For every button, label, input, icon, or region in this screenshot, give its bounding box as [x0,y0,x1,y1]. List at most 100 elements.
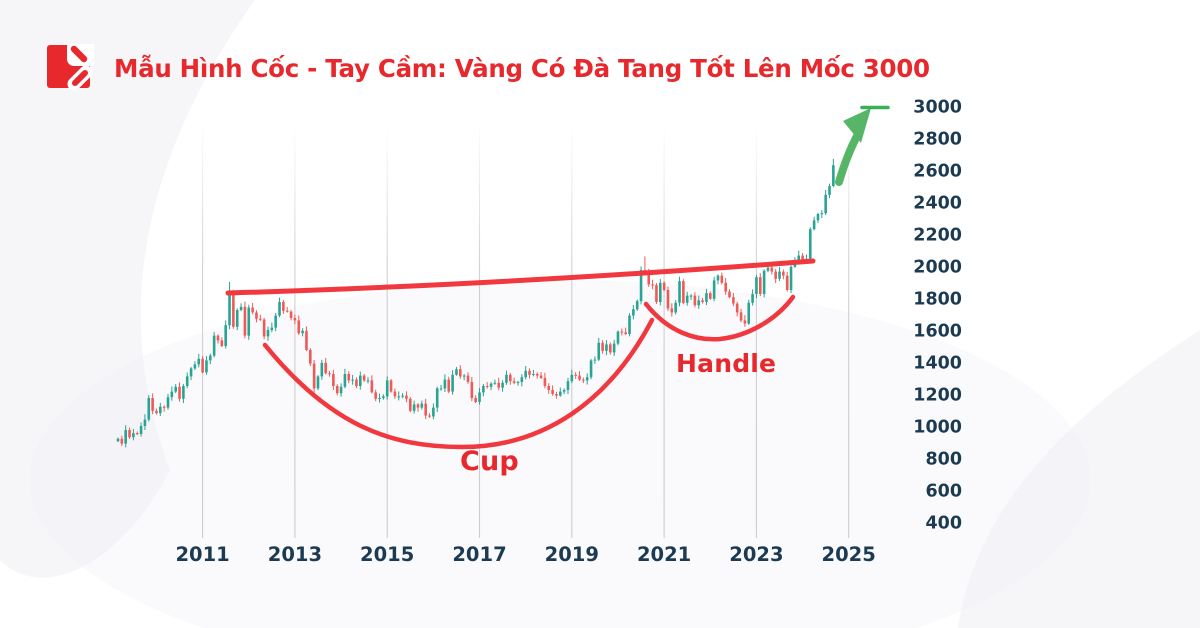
candle-body [551,390,554,394]
y-axis-label: 2800 [913,130,962,150]
candle-body [458,369,462,377]
y-axis-label: 1800 [913,290,962,310]
candle-body [266,330,270,337]
candle-body [232,294,235,327]
candle-body [185,376,189,386]
candle-body [466,375,470,382]
candle-body [358,375,362,386]
candle-body [612,343,616,353]
candle-body [666,290,670,309]
candle-body [339,386,343,394]
candle-body [770,267,774,272]
candle-body [289,311,293,318]
candle-body [597,342,601,360]
brand-logo-icon [47,44,94,91]
candle-body [543,378,547,386]
candle-body [435,388,439,408]
candle-body [335,386,339,394]
candle-body [135,433,139,435]
candle-body [558,391,562,396]
candle-body [324,362,327,374]
candle-body [578,375,581,380]
candle-body [251,307,254,313]
gridline [571,122,573,538]
candle-body [451,374,454,392]
candle-body [155,410,158,414]
candle-body [720,275,724,283]
candle-body [658,282,662,302]
candle-body [151,398,154,411]
candle-body [209,355,212,361]
candle-body [205,360,208,373]
y-axis-label: 1600 [913,322,962,342]
candle-body [370,380,374,393]
candle-body [585,377,589,381]
candle-body [508,374,512,382]
candle-body [632,309,635,316]
candle-body [816,214,820,221]
candle-body [309,350,312,364]
candle-body [116,438,120,442]
candle-body [393,391,397,397]
candle-body [282,302,285,311]
candle-body [420,403,424,408]
y-axis-label: 2200 [913,226,962,246]
candle-body [347,374,351,381]
cup-annotation-label: Cup [460,446,519,477]
candle-body [608,344,612,353]
candle-body [532,374,535,375]
candle-body [166,397,170,408]
candle-body [758,277,762,294]
axis-labels: 2011 2013 2015 2017 2019 2021 2023 2025 3000 2800… [175,98,962,567]
candle-body [593,359,597,361]
candle-body [555,394,558,396]
candle-body [224,325,227,346]
candle-body [539,375,543,378]
candle-body [774,271,777,279]
candle-body [489,383,493,387]
y-axis-label: 1000 [913,418,962,438]
candle-body [305,330,308,350]
candle-body [285,310,289,312]
candle-body [497,382,501,388]
handle-curve [643,294,796,342]
candle-body [243,306,247,336]
candle-body [470,382,474,398]
candle-body [782,271,785,276]
candle-body [316,376,320,389]
y-axis-label: 2400 [913,194,962,214]
candle-body [601,342,604,351]
arrow-head [843,108,871,143]
candle-body [332,374,335,386]
y-axis-label: 800 [925,450,962,470]
candle-body [189,368,193,377]
candle-body [259,318,262,320]
resistance-trendline [225,258,816,296]
candle-body [482,386,485,393]
candle-body [701,300,704,302]
candle-body [689,295,693,297]
candle-body [443,379,447,389]
y-axis-label: 2600 [913,162,962,182]
candle-body [228,294,231,326]
x-axis-label: 2017 [452,543,506,566]
candle-body [351,379,354,381]
candle-body [274,315,277,328]
x-axis-label: 2023 [729,543,783,566]
candle-body [455,369,458,375]
candle-body [574,374,577,376]
candle-body [162,406,166,408]
x-axis-label: 2021 [637,543,691,566]
y-axis-label: 400 [925,514,962,534]
candle-body [789,266,793,290]
candle-body [139,426,143,434]
candle-body [647,271,651,285]
candle-body [708,293,712,299]
candle-body [478,392,481,402]
candle-body [674,302,677,313]
candle-body [378,398,381,399]
candlestick-series [116,158,835,448]
candle-body [762,270,766,294]
